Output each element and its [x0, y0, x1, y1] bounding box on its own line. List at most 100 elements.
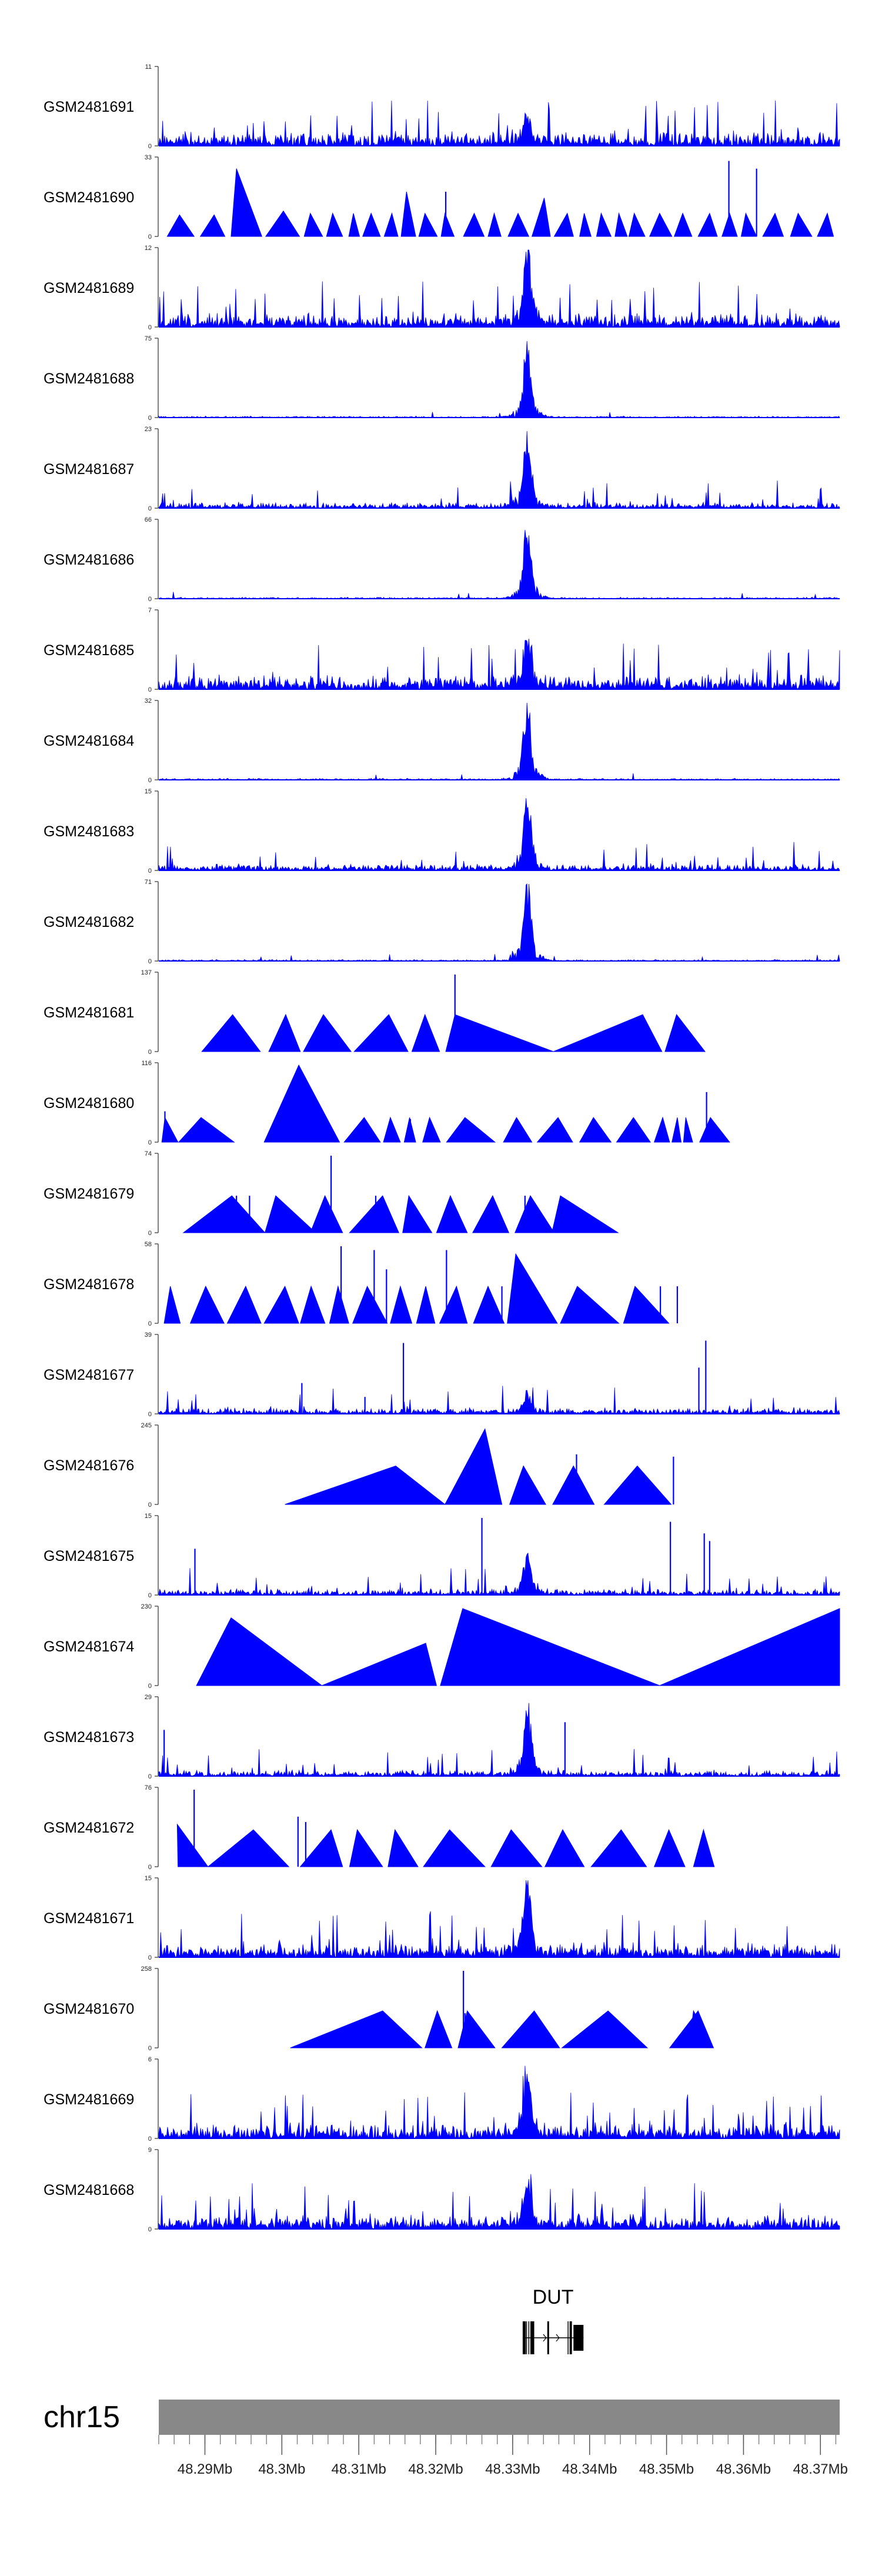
signal-segment: [196, 1617, 323, 1686]
signal-segment: [423, 1829, 486, 1867]
signal-segment: [265, 210, 300, 237]
signal-segment: [348, 213, 360, 237]
signal-segment: [673, 212, 693, 237]
signal-segment: [603, 1465, 672, 1505]
signal-segment: [614, 212, 628, 237]
y-min-label: 0: [148, 1954, 152, 1961]
signal-segment: [653, 1116, 670, 1143]
signal-segment: [440, 212, 455, 237]
signal-segment: [182, 1195, 266, 1233]
signal-segment: [514, 1195, 555, 1233]
y-min-label: 0: [148, 2226, 152, 2233]
signal-segment: [628, 212, 646, 237]
signal-segment: [387, 1828, 419, 1867]
signal-segment: [425, 2010, 453, 2048]
y-max-label: 32: [145, 698, 152, 705]
signal-segment: [688, 2010, 714, 2048]
track-label: GSM2481691: [44, 99, 134, 115]
signal-segment: [362, 212, 381, 237]
y-max-label: 15: [145, 788, 152, 795]
signal-area: [158, 1880, 840, 1958]
signal-segment: [472, 1194, 510, 1233]
y-min-label: 0: [148, 1683, 152, 1690]
x-tick-label: 48.32Mb: [408, 2461, 463, 2477]
x-tick-label: 48.34Mb: [562, 2461, 617, 2477]
track-label: GSM2481675: [44, 1548, 134, 1564]
signal-segment: [664, 1014, 706, 1052]
track-GSM2481675: GSM2481675 15 0: [44, 1513, 840, 1599]
signal-segment: [300, 1285, 326, 1324]
y-max-label: 39: [145, 1332, 152, 1339]
track-GSM2481687: GSM2481687 23 0: [44, 426, 840, 512]
gene-exon: [530, 2321, 534, 2354]
signal-segment: [290, 2010, 423, 2048]
signal-area: [158, 1552, 840, 1596]
track-label: GSM2481684: [44, 733, 134, 749]
track-GSM2481689: GSM2481689 12 0: [44, 245, 840, 331]
signal-segment: [560, 1286, 620, 1324]
track-label: GSM2481678: [44, 1276, 134, 1293]
track-GSM2481669: GSM2481669 6 0: [44, 2056, 840, 2143]
y-min-label: 0: [148, 1864, 152, 1871]
track-label: GSM2481670: [44, 2001, 134, 2017]
signal-segment: [226, 1285, 262, 1324]
track-GSM2481686: GSM2481686 66 0: [44, 516, 840, 603]
signal-area: [158, 100, 840, 147]
y-max-label: 245: [141, 1422, 152, 1429]
track-GSM2481678: GSM2481678 58 0: [44, 1241, 679, 1327]
y-max-label: 71: [145, 879, 152, 886]
signal-segment: [411, 1013, 440, 1052]
signal-area: [158, 2174, 840, 2230]
signal-segment: [463, 212, 485, 237]
signal-segment: [553, 212, 574, 237]
strand-arrow: [556, 2334, 560, 2342]
signal-segment: [501, 2010, 560, 2048]
y-min-label: 0: [148, 1230, 152, 1237]
signal-segment: [817, 212, 834, 237]
track-GSM2481668: GSM2481668 9 0: [44, 2147, 840, 2233]
signal-segment: [189, 1285, 225, 1324]
track-label: GSM2481674: [44, 1639, 134, 1655]
signal-segment: [178, 1117, 235, 1143]
y-min-label: 0: [148, 958, 152, 965]
signal-segment: [163, 1286, 181, 1324]
track-label: GSM2481686: [44, 552, 134, 568]
signal-segment: [649, 212, 673, 237]
signal-segment: [161, 1116, 179, 1143]
y-max-label: 23: [145, 426, 152, 433]
y-min-label: 0: [148, 1139, 152, 1146]
y-max-label: 116: [141, 1060, 152, 1067]
y-max-label: 29: [145, 1694, 152, 1701]
x-tick-label: 48.35Mb: [639, 2461, 694, 2477]
signal-area: [158, 529, 840, 599]
signal-segment: [439, 1285, 468, 1324]
signal-segment: [790, 212, 813, 237]
track-label: GSM2481669: [44, 2091, 134, 2108]
signal-segment: [762, 212, 784, 237]
y-min-label: 0: [148, 1592, 152, 1599]
signal-segment: [166, 214, 195, 237]
track-GSM2481683: GSM2481683 15 0: [44, 788, 840, 875]
signal-segment: [199, 214, 226, 237]
gene-annotation-track: DUT: [522, 2286, 584, 2354]
track-GSM2481691: GSM2481691 11 0: [44, 64, 840, 150]
track-label: GSM2481683: [44, 823, 134, 840]
y-max-label: 15: [145, 1513, 152, 1520]
x-tick-label: 48.29Mb: [178, 2461, 232, 2477]
y-min-label: 0: [148, 1049, 152, 1056]
signal-segment: [446, 1117, 496, 1143]
track-label: GSM2481668: [44, 2182, 134, 2198]
y-min-label: 0: [148, 596, 152, 603]
signal-segment: [416, 1286, 436, 1324]
track-GSM2481682: GSM2481682 71 0: [44, 879, 840, 965]
signal-segment: [487, 212, 502, 237]
signal-segment: [176, 1823, 209, 1867]
signal-segment: [263, 1285, 299, 1324]
signal-segment: [579, 1117, 612, 1143]
signal-segment: [490, 1829, 543, 1867]
chromosome-label: chr15: [44, 2400, 120, 2434]
signal-segment: [268, 1013, 301, 1052]
signal-segment: [440, 1608, 660, 1686]
track-GSM2481690: GSM2481690 33 0: [44, 154, 834, 241]
